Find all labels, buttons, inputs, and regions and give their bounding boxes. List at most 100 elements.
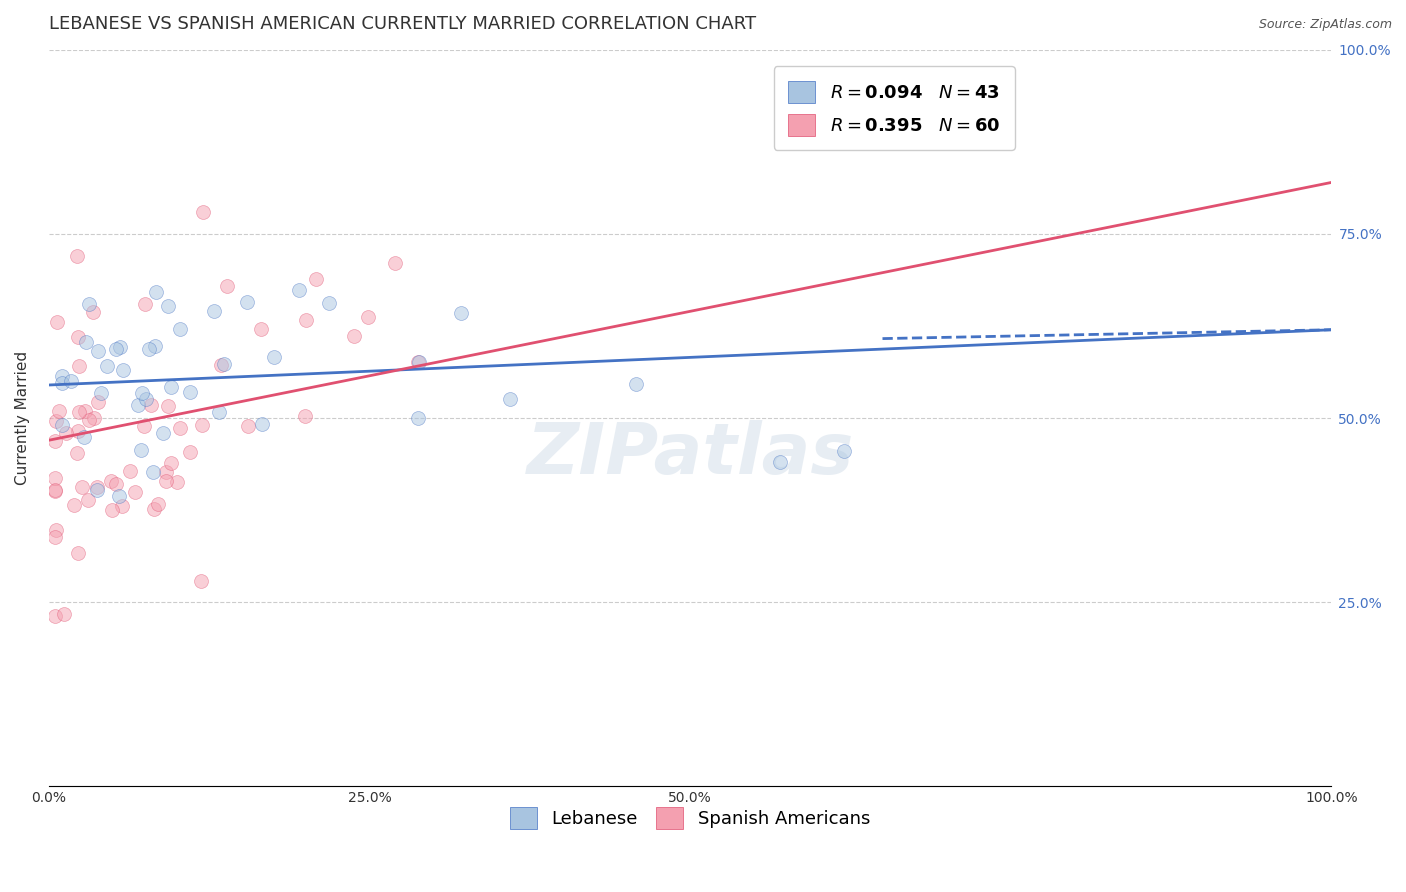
Point bbox=[67, 405, 90, 419]
Point bbox=[100, 502, 122, 516]
Point bbox=[66, 546, 89, 560]
Point bbox=[156, 299, 179, 313]
Point bbox=[499, 392, 522, 406]
Point bbox=[82, 305, 104, 319]
Text: Source: ZipAtlas.com: Source: ZipAtlas.com bbox=[1258, 18, 1392, 31]
Point bbox=[44, 609, 66, 624]
Point bbox=[111, 500, 134, 514]
Point bbox=[120, 464, 142, 478]
Point bbox=[208, 405, 231, 419]
Text: ZIPatlas: ZIPatlas bbox=[526, 420, 853, 490]
Point bbox=[86, 395, 108, 409]
Point bbox=[166, 475, 188, 489]
Point bbox=[169, 322, 191, 336]
Point bbox=[73, 429, 96, 443]
Point bbox=[305, 271, 328, 285]
Point bbox=[124, 485, 146, 500]
Point bbox=[45, 315, 67, 329]
Point bbox=[138, 342, 160, 356]
Y-axis label: Currently Married: Currently Married bbox=[15, 351, 30, 485]
Point bbox=[191, 418, 214, 433]
Point bbox=[44, 434, 66, 448]
Point bbox=[44, 484, 66, 499]
Point bbox=[209, 358, 232, 372]
Point bbox=[65, 249, 87, 263]
Point bbox=[156, 400, 179, 414]
Point bbox=[179, 385, 201, 400]
Text: LEBANESE VS SPANISH AMERICAN CURRENTLY MARRIED CORRELATION CHART: LEBANESE VS SPANISH AMERICAN CURRENTLY M… bbox=[49, 15, 756, 33]
Point bbox=[288, 283, 311, 297]
Point bbox=[217, 278, 239, 293]
Point bbox=[212, 358, 235, 372]
Point bbox=[202, 303, 225, 318]
Point bbox=[406, 355, 429, 369]
Point bbox=[450, 305, 472, 319]
Point bbox=[134, 297, 156, 311]
Point bbox=[45, 523, 67, 537]
Point bbox=[63, 498, 86, 512]
Point bbox=[86, 480, 108, 494]
Point bbox=[127, 398, 149, 412]
Point bbox=[155, 475, 177, 489]
Point bbox=[108, 489, 131, 503]
Point bbox=[238, 419, 260, 434]
Point bbox=[51, 417, 73, 432]
Point bbox=[135, 392, 157, 406]
Point bbox=[145, 339, 167, 353]
Point bbox=[143, 502, 166, 516]
Point bbox=[77, 493, 100, 508]
Point bbox=[142, 465, 165, 479]
Point bbox=[87, 343, 110, 358]
Point bbox=[191, 205, 214, 219]
Point bbox=[263, 350, 285, 364]
Point bbox=[406, 411, 429, 425]
Point bbox=[408, 355, 430, 369]
Point bbox=[45, 414, 67, 428]
Point bbox=[159, 456, 181, 470]
Point bbox=[70, 480, 93, 494]
Point bbox=[55, 426, 77, 441]
Point bbox=[77, 413, 100, 427]
Point bbox=[769, 455, 792, 469]
Point bbox=[66, 330, 89, 344]
Point bbox=[131, 386, 153, 401]
Point bbox=[160, 380, 183, 394]
Point bbox=[110, 340, 132, 354]
Point bbox=[66, 425, 89, 439]
Point bbox=[59, 374, 82, 388]
Point bbox=[318, 296, 340, 310]
Point bbox=[44, 530, 66, 544]
Point bbox=[51, 376, 73, 391]
Point bbox=[169, 420, 191, 434]
Point bbox=[250, 322, 273, 336]
Point bbox=[343, 328, 366, 343]
Point bbox=[832, 444, 855, 458]
Point bbox=[295, 313, 318, 327]
Point bbox=[111, 362, 134, 376]
Point bbox=[65, 445, 87, 459]
Point bbox=[357, 310, 380, 324]
Point bbox=[75, 335, 97, 350]
Point bbox=[294, 409, 316, 423]
Point bbox=[190, 574, 212, 588]
Point bbox=[148, 497, 170, 511]
Point bbox=[624, 376, 647, 391]
Point bbox=[384, 256, 406, 270]
Point bbox=[145, 285, 167, 299]
Point bbox=[86, 483, 108, 498]
Point bbox=[51, 368, 73, 383]
Point bbox=[104, 476, 127, 491]
Point bbox=[67, 359, 90, 373]
Point bbox=[90, 386, 112, 401]
Point bbox=[139, 398, 162, 412]
Point bbox=[235, 295, 257, 310]
Point bbox=[77, 297, 100, 311]
Point bbox=[83, 411, 105, 425]
Point bbox=[252, 417, 274, 431]
Point bbox=[152, 426, 174, 441]
Point bbox=[44, 483, 66, 497]
Point bbox=[75, 403, 97, 417]
Point bbox=[44, 471, 66, 485]
Point bbox=[155, 465, 177, 479]
Point bbox=[48, 404, 70, 418]
